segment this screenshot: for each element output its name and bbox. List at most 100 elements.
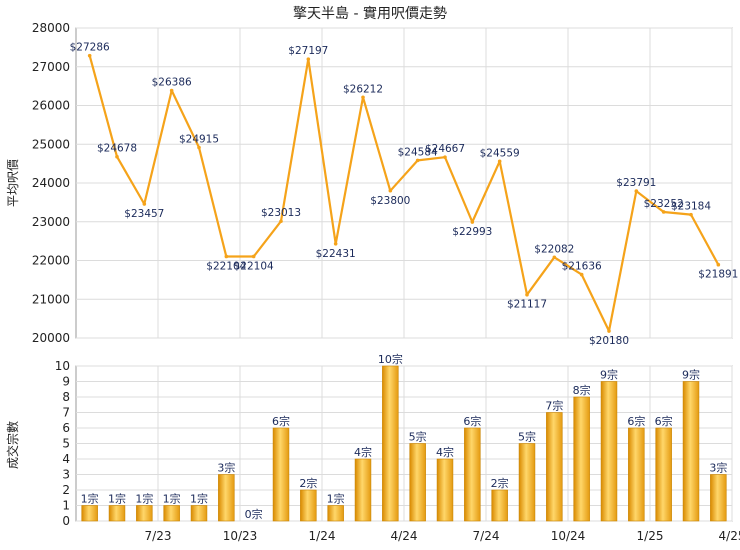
x-tick-label: 7/23 <box>145 529 172 543</box>
volume-data-label: 5宗 <box>518 430 536 444</box>
volume-y-tick-label: 4 <box>62 452 70 466</box>
price-grid <box>76 27 733 339</box>
volume-y-tick-label: 5 <box>62 437 70 451</box>
price-data-label: $23252 <box>644 198 684 210</box>
x-tick-label: 10/24 <box>551 529 586 543</box>
price-line <box>88 55 720 333</box>
volume-y-tick-label: 8 <box>62 390 70 404</box>
price-data-label: $24915 <box>179 134 219 146</box>
price-data-label: $24559 <box>480 147 520 159</box>
volume-bar <box>81 505 98 522</box>
x-tick-label: 4/24 <box>391 529 418 543</box>
volume-data-label: 1宗 <box>108 492 126 506</box>
price-data-label: $24584 <box>398 146 438 158</box>
price-point <box>87 53 92 58</box>
price-data-label: $23791 <box>616 177 656 189</box>
volume-bar <box>710 474 727 522</box>
volume-bar <box>354 458 372 522</box>
volume-bar <box>136 505 153 522</box>
x-tick-label: 10/23 <box>223 529 258 543</box>
volume-data-label: 5宗 <box>409 430 427 444</box>
volume-data-label: 6宗 <box>655 414 673 428</box>
price-point <box>607 329 611 333</box>
volume-bar <box>491 489 508 522</box>
price-point <box>415 158 420 163</box>
price-data-label: $22993 <box>452 226 492 238</box>
price-y-ticks: 20000 21000 22000 23000 24000 25000 26000 27000… <box>32 21 70 345</box>
volume-bar <box>218 474 235 522</box>
volume-bar <box>600 381 618 522</box>
price-point <box>115 154 119 159</box>
price-point <box>197 145 201 150</box>
volume-bar-series <box>81 365 727 522</box>
price-y-tick-label: 22000 <box>32 254 70 268</box>
volume-data-label: 3宗 <box>217 461 235 475</box>
volume-y-tick-label: 1 <box>62 499 70 513</box>
volume-data-label: 1宗 <box>327 492 345 506</box>
price-y-tick-label: 28000 <box>32 21 70 35</box>
volume-bar <box>409 443 426 522</box>
price-y-tick-label: 27000 <box>32 60 70 74</box>
price-point <box>443 155 447 159</box>
volume-data-label: 1宗 <box>163 492 181 506</box>
price-point <box>333 241 338 246</box>
volume-data-label: 10宗 <box>378 352 403 366</box>
volume-bar <box>108 505 126 522</box>
volume-data-label: 6宗 <box>463 414 481 428</box>
volume-data-label: 6宗 <box>627 414 645 428</box>
price-y-tick-label: 26000 <box>32 99 70 113</box>
price-data-label: $24667 <box>425 143 465 155</box>
price-data-label: $24678 <box>97 143 137 155</box>
price-point <box>306 57 311 61</box>
chart-title: 擎天半島 - 實用呎價走勢 <box>293 5 447 22</box>
price-point <box>661 210 666 214</box>
price-data-label: $26212 <box>343 83 383 95</box>
price-y-tick-label: 20000 <box>32 331 70 345</box>
volume-data-label: 7宗 <box>545 399 563 413</box>
volume-grid <box>76 365 733 522</box>
volume-bar <box>190 505 208 522</box>
volume-data-label: 9宗 <box>600 368 618 382</box>
volume-y-tick-label: 2 <box>62 483 70 497</box>
price-y-tick-label: 24000 <box>32 176 70 190</box>
volume-y-tick-label: 10 <box>55 359 70 373</box>
volume-bar <box>518 443 536 522</box>
price-point <box>251 254 256 259</box>
price-data-label: $27286 <box>70 42 110 54</box>
volume-bar <box>682 381 700 522</box>
price-data-labels: $27286 $24678 $23457 $26386 $24915 $22104$221… <box>70 42 739 347</box>
price-point <box>470 220 475 224</box>
price-line-series <box>88 55 720 333</box>
price-data-label: $27197 <box>288 45 328 57</box>
volume-bar <box>655 427 672 522</box>
volume-y-tick-label: 3 <box>62 468 70 482</box>
price-point <box>579 272 584 277</box>
price-point <box>224 254 229 259</box>
volume-y-axis-label: 成交宗數 <box>5 421 20 469</box>
volume-data-label: 4宗 <box>436 445 454 459</box>
volume-data-label: 3宗 <box>709 461 727 475</box>
volume-y-tick-label: 6 <box>62 421 70 435</box>
price-point <box>525 292 529 297</box>
price-data-label: $23457 <box>124 208 164 220</box>
volume-data-label: 4宗 <box>354 445 372 459</box>
price-point <box>497 159 502 164</box>
price-data-label: $23013 <box>261 207 301 219</box>
volume-data-label: 2宗 <box>299 476 317 490</box>
price-data-label: $26386 <box>152 77 192 89</box>
volume-bar <box>272 427 290 522</box>
price-point <box>142 202 147 206</box>
price-point <box>552 255 557 260</box>
price-data-label: $21891 <box>698 269 738 281</box>
volume-data-label: 9宗 <box>682 368 700 382</box>
price-point <box>388 188 393 193</box>
price-point <box>689 212 693 217</box>
price-panel: 20000 21000 22000 23000 24000 25000 26000 27000… <box>6 21 738 347</box>
x-tick-label: 7/24 <box>473 529 500 543</box>
volume-y-tick-label: 9 <box>62 375 70 389</box>
price-data-label: $22082 <box>534 243 574 255</box>
volume-bar <box>163 505 180 522</box>
volume-data-labels: 1宗 1宗 1宗 1宗 1宗 3宗 0宗 6宗 2宗 1宗 4宗 10宗 5宗 4宗 6宗 2宗 5宗 7宗 8宗 9… <box>81 352 728 521</box>
